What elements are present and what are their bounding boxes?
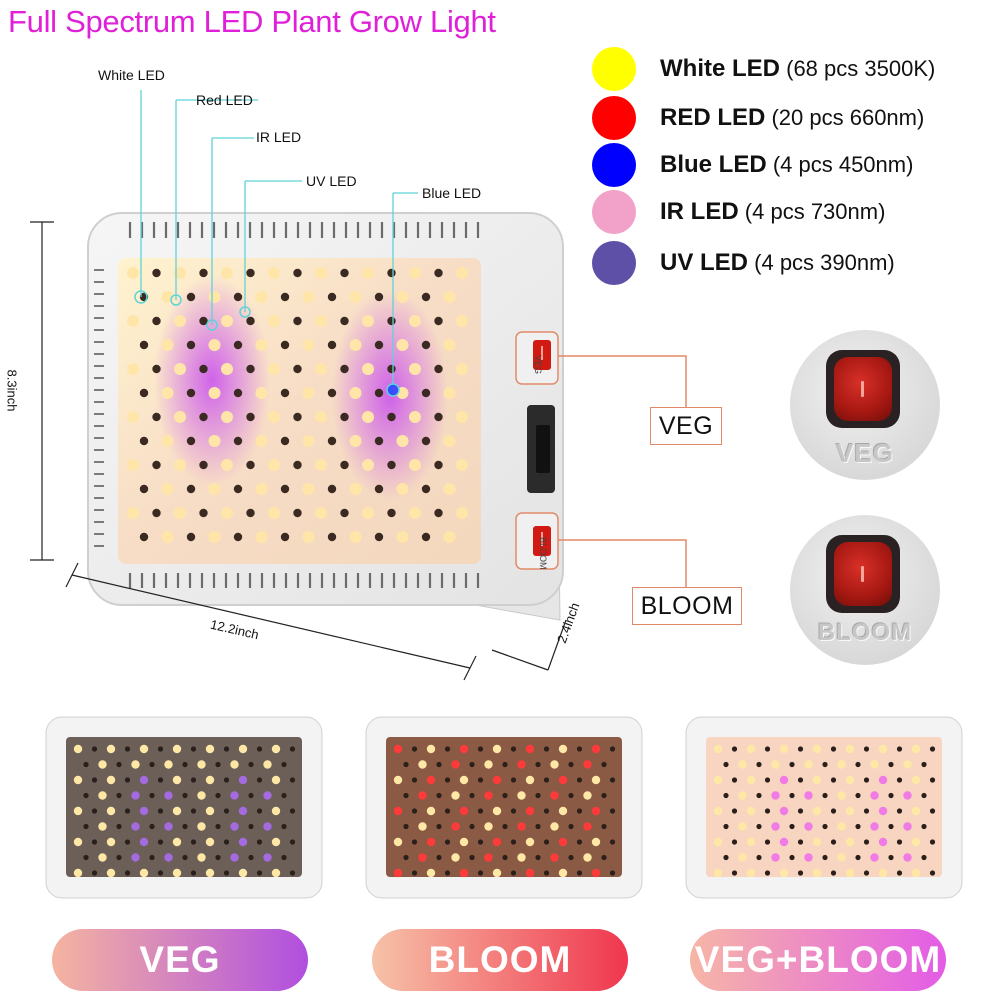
legend-item-white: White LED (68 pcs 3500K)	[592, 47, 935, 91]
dimension-lines	[30, 221, 567, 681]
legend-item-red: RED LED (20 pcs 660nm)	[592, 96, 924, 140]
callout-white-led: White LED	[98, 67, 165, 83]
page-title: Full Spectrum LED Plant Grow Light	[8, 4, 496, 39]
red-led-marker	[170, 294, 182, 306]
veg-switch-text: VEG	[533, 355, 543, 374]
ir-led-marker	[206, 319, 218, 331]
callout-lines	[140, 90, 418, 390]
main-grow-light-illustration: VEG BLOOM	[30, 90, 687, 681]
led-grid	[127, 267, 468, 543]
veg-mode-light	[45, 716, 323, 899]
legend-detail: (4 pcs 730nm)	[744, 199, 886, 224]
bloom-mode-light	[365, 716, 643, 899]
blue-led-swatch	[592, 143, 636, 187]
bloom-switch-zoom: BLOOM	[790, 515, 940, 665]
mode-label-veg-bloom: VEG+BLOOM	[694, 939, 942, 980]
callout-red-led: Red LED	[196, 92, 253, 108]
veg-bloom-mode-light	[685, 716, 963, 899]
legend-detail: (68 pcs 3500K)	[786, 56, 936, 81]
legend-detail: (4 pcs 450nm)	[772, 152, 914, 177]
mode-pill-veg: VEG	[52, 929, 308, 991]
mode-pill-veg-bloom: VEG+BLOOM	[690, 929, 946, 991]
red-led-swatch	[592, 96, 636, 140]
mode-label-bloom: BLOOM	[428, 939, 572, 980]
left-vents	[94, 269, 104, 547]
legend-name: IR LED	[660, 198, 739, 225]
callout-uv-led: UV LED	[306, 173, 357, 189]
bloom-label-box: BLOOM	[632, 587, 742, 625]
legend-name: White LED	[660, 55, 780, 82]
callout-ir-led: IR LED	[256, 129, 302, 145]
veg-label: VEG	[658, 411, 714, 440]
legend-item-ir: IR LED (4 pcs 730nm)	[592, 190, 885, 234]
zoom-bloom-text: BLOOM	[817, 619, 913, 646]
blue-led-marker	[386, 383, 400, 397]
legend-name: UV LED	[660, 249, 749, 276]
legend-detail: (4 pcs 390nm)	[754, 250, 895, 275]
switch-callout-lines	[558, 355, 687, 590]
legend-item-blue: Blue LED (4 pcs 450nm)	[592, 143, 913, 187]
mode-label-veg: VEG	[139, 939, 221, 980]
bloom-rocker-zoom	[826, 535, 900, 613]
legend-detail: (20 pcs 660nm)	[771, 105, 925, 130]
callout-blue-led: Blue LED	[422, 185, 482, 201]
uv-led-swatch	[592, 241, 636, 285]
veg-rocker-zoom	[826, 350, 900, 428]
white-led-marker	[134, 290, 148, 304]
bottom-vents	[128, 573, 480, 588]
veg-switch-zoom: VEG	[790, 330, 940, 480]
legend-name: RED LED	[660, 104, 766, 131]
top-vents	[128, 222, 480, 238]
ir-led-swatch	[592, 190, 636, 234]
uv-glow-left	[154, 275, 270, 485]
bloom-switch-text: BLOOM	[538, 537, 548, 570]
legend-item-uv: UV LED (4 pcs 390nm)	[592, 241, 895, 285]
white-led-swatch	[592, 47, 636, 91]
height-dimension-label: 8.3inch	[4, 369, 20, 412]
bloom-label: BLOOM	[640, 591, 734, 620]
mode-pill-bloom: BLOOM	[372, 929, 628, 991]
zoom-veg-text: VEG	[836, 438, 894, 468]
uv-led-marker	[239, 306, 251, 318]
legend-name: Blue LED	[660, 151, 767, 178]
veg-label-box: VEG	[650, 407, 722, 445]
